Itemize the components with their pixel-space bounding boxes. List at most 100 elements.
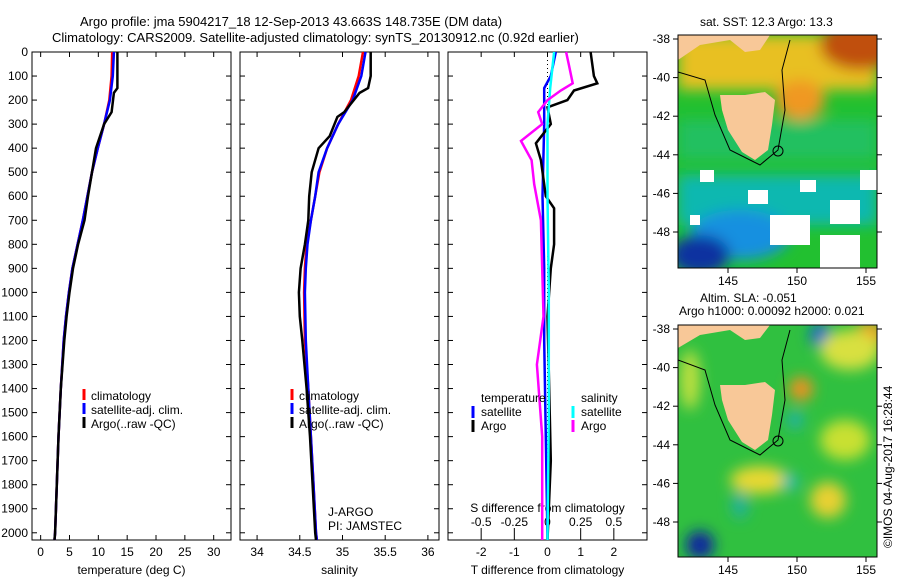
x-tick-label: 36	[421, 545, 435, 559]
lat-tick-label: -42	[653, 109, 671, 123]
x-tick-label: 1	[577, 545, 584, 559]
x-tick-label: 0	[37, 545, 44, 559]
y-tick-label: 2000	[1, 526, 28, 540]
panel-difference: -2 -1 0 1 2 T difference from climatology -0.5…	[447, 51, 648, 577]
x2-tick-label: -0.5	[471, 515, 492, 529]
x-tick-label: 10	[92, 545, 106, 559]
series-line-s-argo	[519, 51, 575, 540]
x-tick-label: 20	[149, 545, 163, 559]
lon-tick-label: 145	[718, 274, 738, 288]
credit-text: ©IMOS 04-Aug-2017 16:28:44	[881, 385, 895, 548]
lat-tick-label: -42	[653, 399, 671, 413]
y-tick-label: 600	[8, 189, 28, 203]
y-tick-label: 1300	[1, 358, 28, 372]
y-tick-label: 200	[8, 93, 28, 107]
y-tick-label: 1600	[1, 430, 28, 444]
y-tick-label: 300	[8, 117, 28, 131]
series-line-t-satellite	[541, 51, 558, 541]
land-tasmania	[720, 92, 775, 160]
y-tick-label: 0	[21, 45, 28, 59]
lat-tick-label: -38	[653, 32, 671, 46]
lat-tick-label: -46	[653, 186, 671, 200]
y-tick-label: 1200	[1, 333, 28, 347]
x2-tick-label: -0.25	[501, 515, 529, 529]
legend-label: satellite	[581, 405, 622, 419]
x-tick-label: 30	[207, 545, 221, 559]
title-line2: Climatology: CARS2009. Satellite-adjuste…	[52, 30, 579, 45]
legend-label: satellite-adj. clim.	[91, 403, 183, 417]
lat-tick-label: -44	[653, 148, 671, 162]
legend-label: Argo	[481, 419, 507, 433]
x-tick-label: 34	[250, 545, 264, 559]
y-tick-label: 1000	[1, 285, 28, 299]
sla-map-title1: Altim. SLA: -0.051	[700, 291, 797, 305]
legend-title-salinity: salinity	[581, 391, 618, 405]
x-tick-label: 25	[178, 545, 192, 559]
y-tick-label: 1400	[1, 382, 28, 396]
y-tick-label: 1700	[1, 454, 28, 468]
series-line-argo-raw-qc-	[53, 52, 119, 541]
y-tick-label: 700	[8, 213, 28, 227]
legend-label: Argo(..raw -QC)	[299, 417, 384, 431]
legend-label: Argo	[581, 419, 607, 433]
y-tick-label: 1500	[1, 406, 28, 420]
plot-frame	[239, 51, 440, 541]
annotation-text: PI: JAMSTEC	[328, 519, 402, 533]
lat-tick-label: -38	[653, 322, 671, 336]
sla-map: Altim. SLA: -0.051 Argo h1000: 0.00092 h…	[653, 291, 882, 577]
y-tick-label: 900	[8, 261, 28, 275]
x-tick-label: 34.5	[288, 545, 312, 559]
land-mainland	[678, 35, 770, 60]
x-tick-label: 2	[610, 545, 617, 559]
legend-label: satellite	[481, 405, 522, 419]
series-line-argo-raw-qc-	[297, 52, 372, 541]
lat-tick-label: -40	[653, 71, 671, 85]
y-tick-label: 400	[8, 141, 28, 155]
x-tick-label: -1	[509, 545, 520, 559]
x-axis-label: T difference from climatology	[471, 563, 625, 577]
argo-float-marker	[772, 145, 784, 157]
y-tick-label: 1100	[2, 309, 28, 323]
x-tick-label: 0	[544, 545, 551, 559]
x-tick-label: 5	[66, 545, 73, 559]
series-line-s-satellite	[546, 51, 556, 541]
sla-map-title2: Argo h1000: 0.00092 h2000: 0.021	[679, 304, 865, 318]
x-tick-label: 35	[336, 545, 350, 559]
y-tick-label: 1800	[1, 478, 28, 492]
annotation-text: J-ARGO	[328, 505, 373, 519]
legend-title-temperature: temperature	[481, 391, 546, 405]
x2-tick-label: 0.25	[569, 515, 593, 529]
lon-tick-label: 150	[787, 563, 807, 577]
x-tick-label: -2	[476, 545, 487, 559]
plot-frame	[31, 51, 232, 541]
lon-tick-label: 155	[856, 563, 876, 577]
lat-tick-label: -40	[653, 361, 671, 375]
lon-tick-label: 155	[856, 274, 876, 288]
x-axis-label: temperature (deg C)	[77, 563, 185, 577]
legend-label: climatology	[91, 389, 151, 403]
y-tick-label: 100	[8, 69, 28, 83]
lat-tick-label: -46	[653, 476, 671, 490]
lat-tick-label: -48	[653, 225, 671, 239]
legend-label: Argo(..raw -QC)	[91, 417, 176, 431]
title-line1: Argo profile: jma 5904217_18 12-Sep-2013…	[80, 14, 502, 29]
x-tick-label: 15	[120, 545, 134, 559]
legend-label: climatology	[299, 389, 359, 403]
x-axis-label: salinity	[321, 563, 358, 577]
y-tick-label: 1900	[1, 502, 28, 516]
lon-tick-label: 145	[718, 563, 738, 577]
panel-temperature: 0100200300400500600700800900100011001200…	[1, 45, 232, 577]
legend-label: satellite-adj. clim.	[299, 403, 391, 417]
x2-tick-label: 0.5	[605, 515, 622, 529]
sst-map: sat. SST: 12.3 Argo: 13.3	[653, 15, 882, 288]
y-tick-label: 800	[8, 237, 28, 251]
lat-tick-label: -48	[653, 515, 671, 529]
lon-tick-label: 150	[787, 274, 807, 288]
panel-salinity: 34 34.5 35 35.5 36 salinity climatologysatelli…	[239, 51, 440, 577]
lat-tick-label: -44	[653, 438, 671, 452]
y-tick-label: 500	[8, 165, 28, 179]
sst-map-title: sat. SST: 12.3 Argo: 13.3	[700, 15, 833, 29]
x-tick-label: 35.5	[374, 545, 398, 559]
